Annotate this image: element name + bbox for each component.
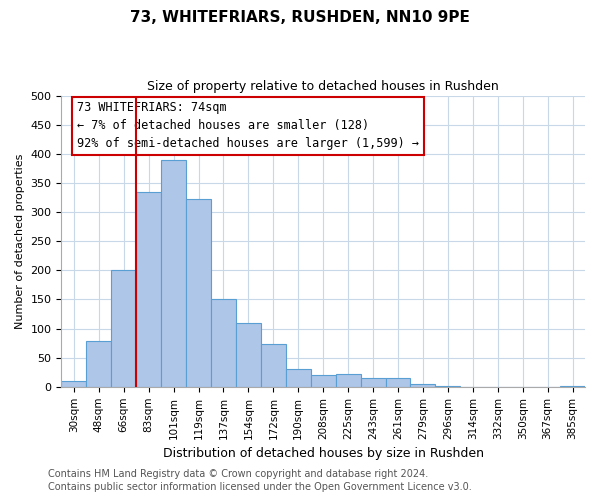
Bar: [86, 342, 111, 387]
Text: 73 WHITEFRIARS: 74sqm
← 7% of detached houses are smaller (128)
92% of semi-deta: 73 WHITEFRIARS: 74sqm ← 7% of detached h…: [77, 102, 419, 150]
Bar: [386, 378, 410, 387]
Bar: [186, 198, 211, 387]
Bar: [61, 381, 86, 387]
Bar: [436, 386, 460, 387]
Bar: [261, 344, 286, 387]
Bar: [211, 300, 236, 387]
Bar: [161, 160, 186, 387]
Title: Size of property relative to detached houses in Rushden: Size of property relative to detached ho…: [148, 80, 499, 93]
Y-axis label: Number of detached properties: Number of detached properties: [15, 154, 25, 329]
Bar: [286, 370, 311, 387]
Bar: [335, 374, 361, 387]
Bar: [136, 192, 161, 387]
X-axis label: Distribution of detached houses by size in Rushden: Distribution of detached houses by size …: [163, 447, 484, 460]
Bar: [410, 384, 436, 387]
Bar: [236, 322, 261, 387]
Text: Contains HM Land Registry data © Crown copyright and database right 2024.
Contai: Contains HM Land Registry data © Crown c…: [48, 470, 472, 492]
Bar: [560, 386, 585, 387]
Bar: [311, 375, 335, 387]
Bar: [111, 270, 136, 387]
Text: 73, WHITEFRIARS, RUSHDEN, NN10 9PE: 73, WHITEFRIARS, RUSHDEN, NN10 9PE: [130, 10, 470, 25]
Bar: [361, 378, 386, 387]
